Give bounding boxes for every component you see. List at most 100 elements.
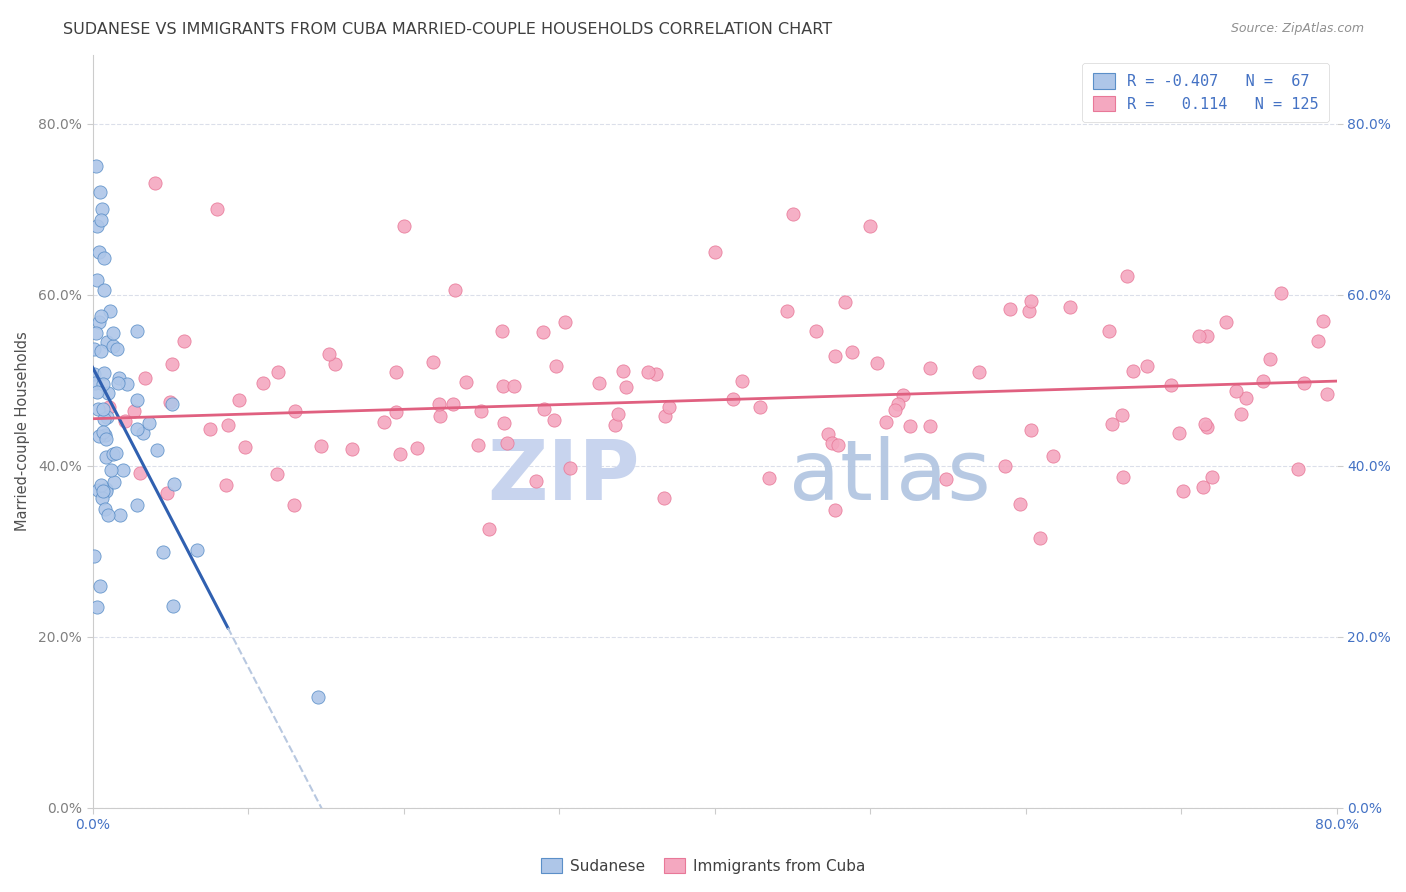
Point: [1019, 423, 1042, 437]
Point: [127, 393, 149, 408]
Point: [91, 202, 114, 216]
Point: [105, 446, 128, 460]
Point: [454, 376, 477, 390]
Point: [1042, 450, 1064, 464]
Point: [267, 365, 290, 379]
Point: [108, 508, 131, 522]
Point: [83, 549, 105, 563]
Point: [105, 342, 128, 356]
Point: [1197, 329, 1219, 343]
Point: [817, 427, 839, 442]
Point: [1000, 302, 1022, 317]
Point: [100, 463, 122, 477]
Point: [824, 349, 846, 363]
Point: [1225, 384, 1247, 398]
Point: [90, 478, 112, 492]
Point: [544, 359, 567, 374]
Point: [1292, 376, 1315, 390]
Point: [588, 376, 610, 390]
Point: [427, 397, 450, 411]
Point: [886, 397, 908, 411]
Point: [1251, 374, 1274, 388]
Point: [87, 429, 110, 443]
Point: [1018, 303, 1040, 318]
Point: [83, 342, 105, 356]
Point: [441, 397, 464, 411]
Point: [125, 499, 148, 513]
Point: [87, 483, 110, 497]
Point: [920, 419, 942, 434]
Point: [491, 324, 513, 338]
Point: [637, 365, 659, 379]
Point: [612, 364, 634, 378]
Point: [422, 355, 444, 369]
Point: [1258, 351, 1281, 366]
Point: [323, 357, 346, 371]
Point: [86, 599, 108, 614]
Point: [607, 407, 630, 421]
Point: [758, 471, 780, 485]
Text: Source: ZipAtlas.com: Source: ZipAtlas.com: [1230, 22, 1364, 36]
Point: [827, 438, 849, 452]
Point: [94, 482, 117, 496]
Point: [162, 599, 184, 614]
Legend: Sudanese, Immigrants from Cuba: Sudanese, Immigrants from Cuba: [534, 852, 872, 880]
Text: ZIP: ZIP: [488, 436, 640, 517]
Point: [1188, 328, 1211, 343]
Point: [111, 463, 134, 477]
Point: [392, 219, 415, 234]
Point: [86, 219, 108, 234]
Point: [115, 377, 138, 392]
Point: [283, 498, 305, 512]
Point: [283, 404, 305, 418]
Point: [101, 326, 124, 340]
Point: [134, 371, 156, 385]
Point: [533, 401, 555, 416]
Point: [173, 334, 195, 348]
Point: [443, 283, 465, 297]
Point: [93, 502, 115, 516]
Point: [859, 219, 882, 234]
Point: [1270, 286, 1292, 301]
Point: [543, 412, 565, 426]
Point: [1308, 334, 1330, 348]
Point: [494, 416, 516, 430]
Point: [1136, 359, 1159, 373]
Point: [91, 377, 114, 392]
Point: [496, 436, 519, 450]
Point: [91, 402, 114, 417]
Point: [101, 339, 124, 353]
Point: [834, 295, 856, 310]
Point: [1229, 407, 1251, 421]
Point: [98, 304, 121, 318]
Point: [1029, 531, 1052, 545]
Point: [1286, 462, 1309, 476]
Point: [1192, 480, 1215, 494]
Point: [89, 579, 111, 593]
Point: [146, 442, 169, 457]
Point: [1167, 426, 1189, 441]
Text: SUDANESE VS IMMIGRANTS FROM CUBA MARRIED-COUPLE HOUSEHOLDS CORRELATION CHART: SUDANESE VS IMMIGRANTS FROM CUBA MARRIED…: [63, 22, 832, 37]
Point: [83, 367, 105, 381]
Point: [554, 315, 576, 329]
Point: [806, 324, 828, 338]
Point: [703, 244, 725, 259]
Point: [658, 400, 681, 414]
Point: [91, 425, 114, 439]
Point: [470, 404, 492, 418]
Point: [160, 397, 183, 411]
Point: [748, 400, 770, 414]
Point: [373, 415, 395, 429]
Point: [1101, 417, 1123, 432]
Point: [467, 438, 489, 452]
Point: [90, 309, 112, 323]
Point: [97, 400, 120, 414]
Text: atlas: atlas: [789, 436, 991, 517]
Point: [87, 244, 110, 259]
Point: [782, 207, 804, 221]
Point: [388, 446, 411, 460]
Point: [478, 522, 501, 536]
Point: [96, 410, 118, 425]
Point: [215, 478, 238, 492]
Point: [86, 401, 108, 416]
